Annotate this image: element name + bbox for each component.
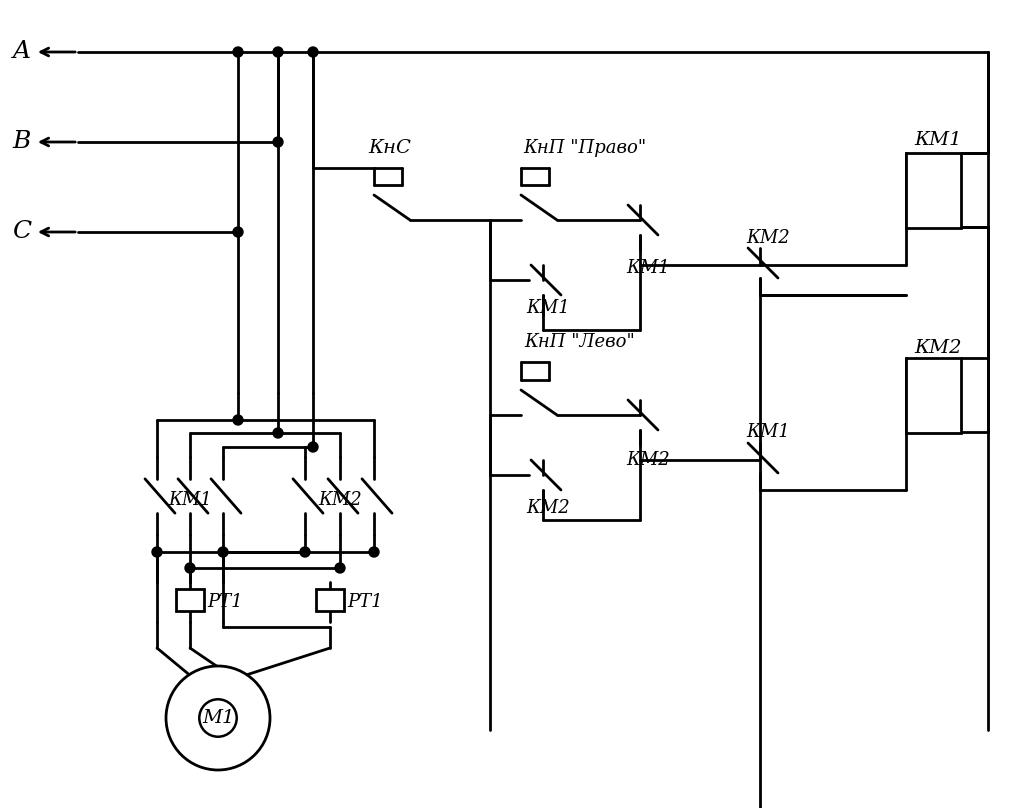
Ellipse shape (200, 699, 237, 737)
Circle shape (300, 547, 310, 557)
Circle shape (273, 137, 283, 147)
Text: A: A (13, 40, 31, 64)
Circle shape (185, 563, 195, 573)
Text: КМ1: КМ1 (746, 423, 790, 441)
Circle shape (273, 47, 283, 57)
Bar (906, 153, 961, 228)
Circle shape (308, 442, 318, 452)
Text: РТ1: РТ1 (347, 593, 383, 611)
Text: РТ1: РТ1 (207, 593, 243, 611)
Bar (316, 589, 344, 611)
Text: КМ2: КМ2 (626, 451, 670, 469)
Text: КМ1: КМ1 (626, 259, 670, 277)
Text: КМ1: КМ1 (526, 299, 570, 317)
Text: КМ1: КМ1 (914, 131, 963, 149)
Bar (176, 589, 204, 611)
Circle shape (369, 547, 379, 557)
Circle shape (233, 227, 243, 237)
Circle shape (308, 47, 318, 57)
Circle shape (152, 547, 162, 557)
Ellipse shape (166, 666, 270, 770)
Text: КнС: КнС (369, 139, 412, 157)
Text: C: C (12, 221, 32, 243)
Circle shape (233, 47, 243, 57)
Text: КМ2: КМ2 (914, 339, 963, 357)
Text: КМ2: КМ2 (746, 229, 790, 247)
Text: КМ2: КМ2 (318, 491, 361, 509)
Circle shape (273, 428, 283, 438)
Text: КМ1: КМ1 (168, 491, 212, 509)
Circle shape (218, 547, 228, 557)
Text: КнП "Право": КнП "Право" (523, 139, 646, 157)
Bar (906, 357, 961, 432)
Text: М1: М1 (202, 709, 234, 727)
Text: B: B (13, 131, 31, 154)
Text: КнП "Лево": КнП "Лево" (524, 333, 635, 351)
Circle shape (233, 415, 243, 425)
Text: КМ2: КМ2 (526, 499, 570, 517)
Circle shape (335, 563, 345, 573)
